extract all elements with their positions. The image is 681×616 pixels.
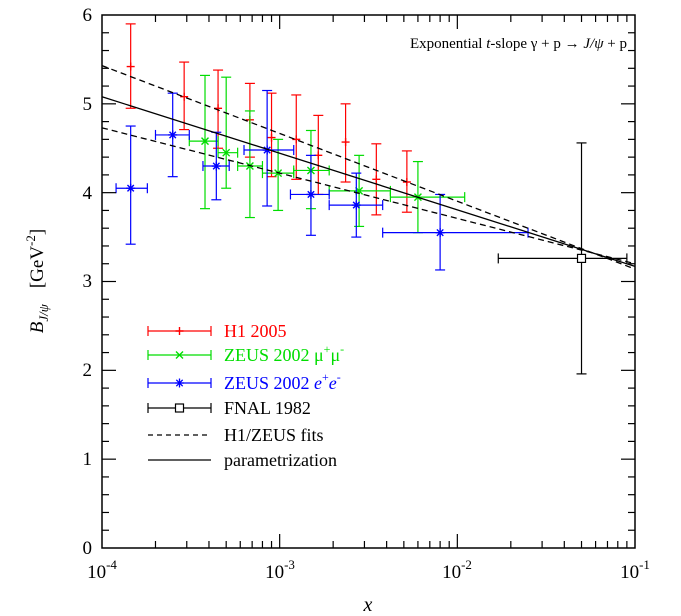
legend-marker-plus xyxy=(175,327,184,335)
x-axis-label: x xyxy=(363,594,373,616)
y-tick-label-6: 6 xyxy=(83,5,93,26)
legend-label-h1: H1 2005 xyxy=(224,321,287,341)
x-tick-label-3: 10-1 xyxy=(620,557,650,583)
point-zeus-2002-e-e-3 xyxy=(243,89,295,207)
point-h1-2005-4 xyxy=(266,92,277,178)
series-h1-2005 xyxy=(125,23,412,216)
legend-item-zeus-ee: ZEUS 2002 e+e- xyxy=(147,370,341,393)
legend-marker-x xyxy=(175,351,184,359)
y-tick-label-1: 1 xyxy=(83,449,93,470)
point-fnal-1982-0 xyxy=(497,142,628,375)
marker-star xyxy=(351,200,361,210)
plot-frame xyxy=(101,14,636,549)
legend: H1 2005 ZEUS 2002 μ+μ- ZEUS 2002 e+e- FN… xyxy=(147,321,344,470)
point-h1-2005-5 xyxy=(291,94,302,180)
point-zeus-2002-e-e-4 xyxy=(289,154,330,236)
marker-star xyxy=(126,183,136,193)
point-h1-2005-7 xyxy=(340,103,351,183)
point-zeus-2002-e-e-6 xyxy=(382,193,529,271)
marker-x xyxy=(201,137,210,146)
fit-line-dashed-0 xyxy=(101,65,636,270)
point-h1-2005-0 xyxy=(125,23,136,109)
data-marks xyxy=(115,23,628,375)
marker-x xyxy=(222,148,231,157)
point-zeus-2002-3 xyxy=(261,138,295,212)
marker-plus xyxy=(126,62,135,71)
x-tick-label-2: 10-2 xyxy=(442,557,472,583)
fit-line-dashed-1 xyxy=(101,127,636,265)
legend-marker-square xyxy=(174,403,185,413)
y-tick-label-5: 5 xyxy=(83,94,93,115)
legend-item-parametrization: parametrization xyxy=(148,450,337,470)
legend-marker-star xyxy=(175,378,184,388)
y-tick-label-0: 0 xyxy=(83,538,93,559)
marker-star xyxy=(211,161,221,171)
point-zeus-2002-2 xyxy=(237,110,264,219)
y-tick-label-4: 4 xyxy=(83,183,93,204)
marker-plus xyxy=(267,133,276,142)
x-tick-label-1: 10-3 xyxy=(265,557,295,583)
legend-label-parametrization: parametrization xyxy=(224,450,337,470)
point-zeus-2002-5 xyxy=(328,154,391,228)
series-zeus-2002 xyxy=(188,74,466,234)
marker-square xyxy=(576,253,587,264)
point-h1-2005-1 xyxy=(179,61,190,131)
point-zeus-2002-e-e-2 xyxy=(202,131,230,201)
chart-title: Exponential t-slope γ + p → J/ψ + p xyxy=(410,36,627,52)
marker-plus xyxy=(341,138,350,147)
point-zeus-2002-6 xyxy=(389,160,466,234)
y-axis-label: BJ/ψ[GeV-2] xyxy=(23,229,51,333)
legend-item-zeus-mumu: ZEUS 2002 μ+μ- xyxy=(147,342,344,365)
legend-label-zeus-mu: ZEUS 2002 μ+μ- xyxy=(224,342,344,365)
point-zeus-2002-e-e-5 xyxy=(328,172,384,238)
parametrization-line-2 xyxy=(101,96,636,268)
series-zeus-2002-e-e xyxy=(115,89,529,271)
legend-label-fnal: FNAL 1982 xyxy=(224,398,311,418)
legend-item-h1-2005: H1 2005 xyxy=(147,321,287,341)
y-tick-label-2: 2 xyxy=(83,360,93,381)
marker-star xyxy=(262,145,272,155)
axis-ticks xyxy=(102,15,635,548)
marker-plus xyxy=(402,178,411,187)
point-zeus-2002-e-e-0 xyxy=(115,125,148,245)
marker-star xyxy=(168,130,178,140)
x-tick-label-0: 10-4 xyxy=(87,557,117,583)
marker-plus xyxy=(372,175,381,184)
marker-plus xyxy=(180,92,189,101)
y-tick-label-3: 3 xyxy=(83,271,93,292)
series-fnal-1982 xyxy=(497,142,628,375)
point-zeus-2002-0 xyxy=(188,74,219,210)
legend-label-zeus-e: ZEUS 2002 e+e- xyxy=(224,370,341,393)
legend-label-fits: H1/ZEUS fits xyxy=(224,425,324,445)
point-zeus-2002-1 xyxy=(217,76,239,189)
marker-star xyxy=(435,228,445,238)
point-h1-2005-9 xyxy=(401,150,412,213)
point-h1-2005-8 xyxy=(371,143,382,216)
fit-lines xyxy=(101,65,636,270)
legend-item-fits: H1/ZEUS fits xyxy=(148,425,324,445)
legend-item-fnal: FNAL 1982 xyxy=(147,398,311,418)
marker-star xyxy=(306,189,316,199)
